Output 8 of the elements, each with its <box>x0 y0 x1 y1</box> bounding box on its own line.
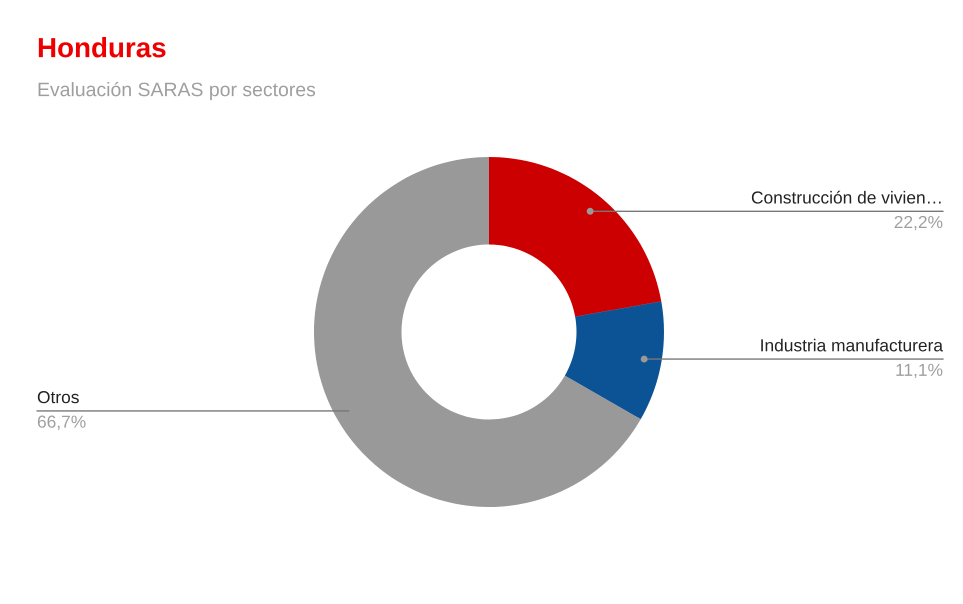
chart-title: Honduras <box>38 37 166 58</box>
slice-label: Industria manufacturera <box>761 338 944 352</box>
chart-subtitle: Evaluación SARAS por sectores <box>38 82 316 100</box>
slice-label: Construcción de vivien… <box>752 190 941 204</box>
slice-label: Otros <box>38 391 79 404</box>
data-label: 66,7% <box>38 416 86 430</box>
data-label: 22,2% <box>894 216 942 230</box>
data-label: 11,1% <box>896 364 942 378</box>
